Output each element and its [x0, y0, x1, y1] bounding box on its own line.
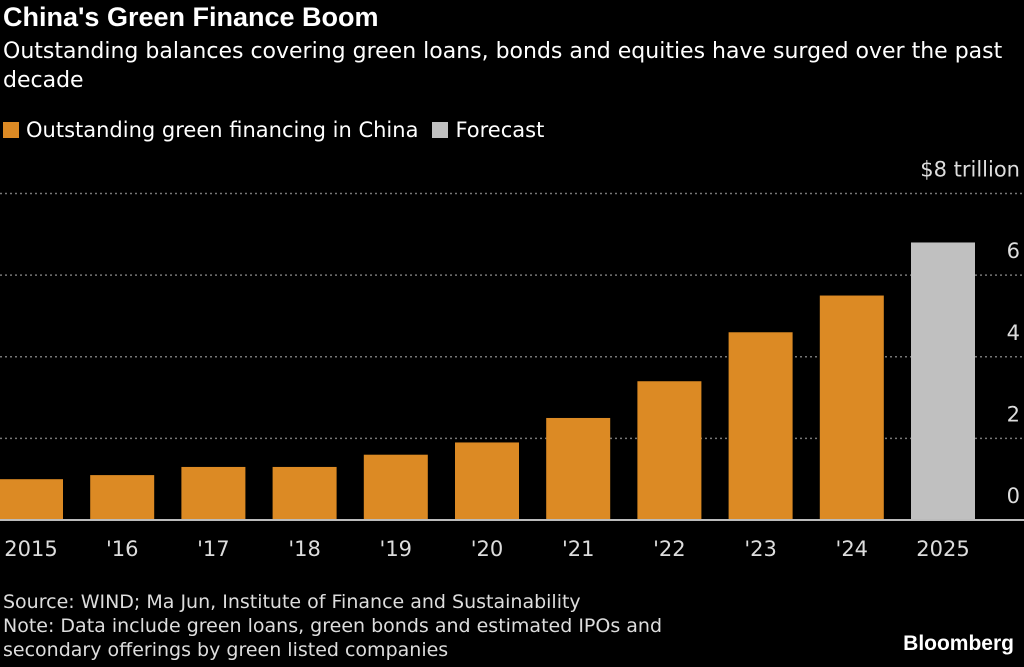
- x-tick-label: 2015: [4, 537, 57, 561]
- legend-label-actual: Outstanding green financing in China: [26, 118, 419, 142]
- bar: [546, 417, 611, 520]
- y-tick-label: 6: [1007, 239, 1020, 263]
- note-text-2: secondary offerings by green listed comp…: [3, 639, 449, 661]
- bar: [819, 295, 884, 520]
- bar: [363, 454, 428, 520]
- bloomberg-logo: Bloomberg: [903, 632, 1014, 655]
- legend-item-forecast: Forecast: [432, 118, 544, 142]
- y-tick-label: 2: [1007, 402, 1020, 426]
- source-text: Source: WIND; Ma Jun, Institute of Finan…: [3, 591, 581, 613]
- legend-swatch-forecast: [432, 122, 449, 138]
- x-tick-label: '17: [197, 537, 230, 561]
- x-tick-label: '23: [744, 537, 777, 561]
- x-tick-label: '18: [288, 537, 321, 561]
- x-tick-label: '24: [836, 537, 869, 561]
- bar: [728, 332, 793, 520]
- chart-title: China's Green Finance Boom: [3, 2, 379, 32]
- y-tick-label: 0: [1007, 484, 1020, 508]
- x-tick-label: '21: [562, 537, 595, 561]
- bar: [90, 475, 155, 520]
- y-tick-label: 4: [1007, 321, 1020, 345]
- bar: [455, 442, 519, 520]
- bar: [272, 466, 337, 520]
- y-tick-label: $8 trillion: [920, 158, 1020, 182]
- legend-item-actual: Outstanding green financing in China: [3, 118, 418, 142]
- legend-swatch-actual: [3, 122, 19, 138]
- forecast-bar: [911, 242, 975, 520]
- note-text-1: Note: Data include green loans, green bo…: [3, 615, 663, 637]
- legend: Outstanding green financing in China For…: [3, 118, 558, 142]
- x-tick-label: '19: [380, 537, 413, 561]
- x-tick-label: '22: [653, 537, 686, 561]
- chart-subtitle: Outstanding balances covering green loan…: [3, 39, 1003, 93]
- x-tick-label: '20: [471, 537, 504, 561]
- x-tick-label: 2025: [916, 537, 969, 561]
- bar: [637, 381, 702, 520]
- footnotes: Source: WIND; Ma Jun, Institute of Finan…: [3, 590, 662, 662]
- legend-label-forecast: Forecast: [455, 118, 545, 142]
- bar: [181, 466, 246, 520]
- x-tick-label: '16: [106, 537, 139, 561]
- bar: [0, 479, 63, 520]
